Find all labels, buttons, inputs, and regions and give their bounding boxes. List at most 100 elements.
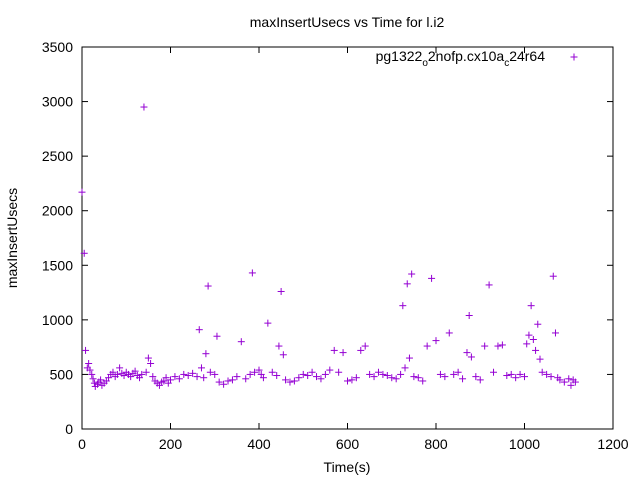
data-point — [403, 280, 411, 288]
legend-label-part1: pg1322 — [376, 48, 423, 64]
data-point — [516, 370, 524, 378]
data-point — [259, 374, 267, 382]
data-point — [138, 370, 146, 378]
data-point — [295, 374, 303, 382]
data-point — [432, 337, 440, 345]
legend-label-part3: 24r64 — [509, 48, 545, 64]
data-point — [379, 370, 387, 378]
data-point — [277, 287, 285, 295]
data-point — [571, 378, 579, 386]
data-point — [251, 368, 259, 376]
data-point — [565, 375, 573, 383]
data-point — [213, 332, 221, 340]
data-point — [538, 368, 546, 376]
legend-marker — [570, 53, 578, 61]
data-point — [472, 373, 480, 381]
data-point — [414, 374, 422, 382]
data-point — [465, 311, 473, 319]
data-point — [543, 370, 551, 378]
data-point — [299, 370, 307, 378]
y-tick-label: 3500 — [42, 39, 73, 55]
data-point — [144, 354, 152, 362]
data-point — [463, 349, 471, 357]
data-point — [551, 329, 559, 337]
data-point — [490, 368, 498, 376]
data-point — [193, 373, 201, 381]
data-point — [180, 370, 188, 378]
data-point — [304, 372, 312, 380]
legend-label-sub1: o — [422, 58, 428, 69]
data-point — [116, 364, 124, 372]
data-point — [525, 331, 533, 339]
y-tick-label: 500 — [50, 366, 74, 382]
data-point — [242, 375, 250, 383]
data-point — [215, 378, 223, 386]
data-point — [467, 353, 475, 361]
data-point — [339, 349, 347, 357]
data-point — [88, 370, 96, 378]
data-point — [401, 364, 409, 372]
data-point — [237, 338, 245, 346]
data-point — [383, 372, 391, 380]
data-point — [445, 329, 453, 337]
data-point — [279, 351, 287, 359]
data-point — [476, 376, 484, 384]
data-point — [89, 375, 97, 383]
y-tick-label: 0 — [65, 421, 73, 437]
data-point — [523, 340, 531, 348]
data-point — [321, 370, 329, 378]
data-point — [211, 370, 219, 378]
x-axis-label: Time(s) — [324, 459, 371, 475]
data-point — [233, 373, 241, 381]
data-point — [419, 377, 427, 385]
data-point — [282, 376, 290, 384]
data-point — [549, 272, 557, 280]
data-points — [78, 103, 579, 390]
data-point — [556, 376, 564, 384]
data-point — [352, 374, 360, 382]
data-point — [326, 366, 334, 374]
data-point — [388, 374, 396, 382]
x-axis: 0 200 400 600 800 1000 1200 — [78, 47, 629, 452]
data-point — [335, 368, 343, 376]
x-tick-label: 600 — [336, 436, 360, 452]
data-point — [494, 342, 502, 350]
y-tick-label: 3000 — [42, 94, 73, 110]
y-tick-label: 2000 — [42, 203, 73, 219]
data-point — [200, 374, 208, 382]
legend-label-sub2: c — [504, 58, 509, 69]
data-point — [423, 342, 431, 350]
data-point — [206, 368, 214, 376]
data-point — [246, 370, 254, 378]
data-point — [436, 370, 444, 378]
data-point — [195, 326, 203, 334]
data-point — [344, 377, 351, 385]
data-point — [361, 342, 369, 350]
data-point — [366, 370, 374, 378]
data-point — [273, 372, 281, 380]
data-point — [197, 364, 205, 372]
data-point — [532, 346, 540, 354]
x-tick-label: 1000 — [509, 436, 540, 452]
data-point — [113, 370, 121, 378]
y-axis-label: maxInsertUsecs — [4, 188, 20, 288]
data-point — [567, 381, 575, 389]
data-point — [348, 376, 356, 384]
data-point — [82, 346, 90, 354]
data-point — [428, 274, 436, 282]
legend-label-part2: 2nofp.cx10a — [428, 48, 504, 64]
x-tick-label: 400 — [247, 436, 271, 452]
data-point — [308, 368, 316, 376]
data-point — [481, 342, 489, 350]
data-point — [534, 320, 542, 328]
data-point — [204, 282, 212, 290]
data-point — [313, 373, 321, 381]
data-point — [503, 372, 511, 380]
data-point — [97, 376, 105, 384]
chart-title: maxInsertUsecs vs Time for l.i2 — [250, 14, 445, 30]
data-point — [521, 373, 528, 381]
data-point — [370, 373, 378, 381]
y-tick-label: 1500 — [42, 257, 73, 273]
data-point — [450, 370, 458, 378]
data-point — [397, 370, 405, 378]
